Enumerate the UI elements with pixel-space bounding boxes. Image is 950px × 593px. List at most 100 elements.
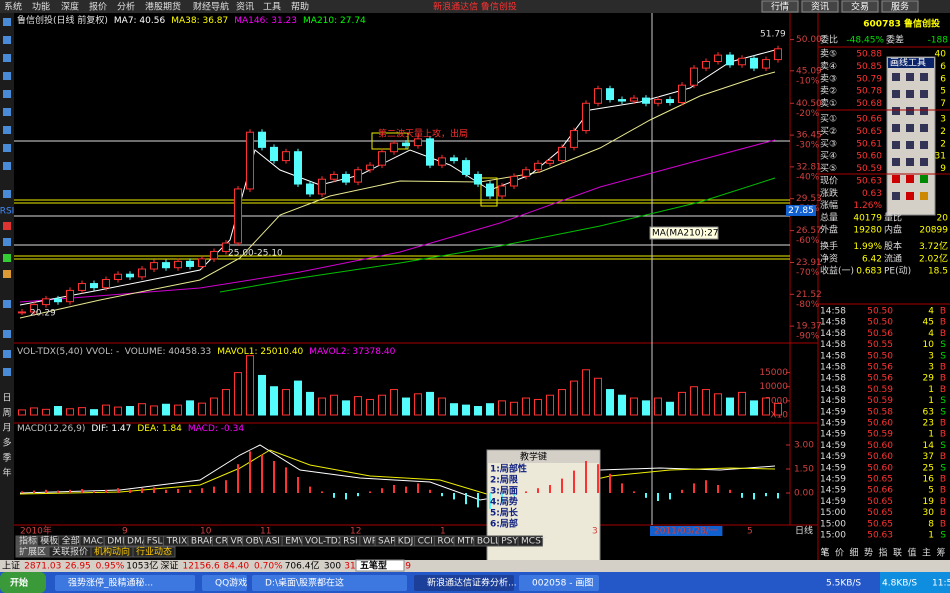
icon[interactable] [906, 192, 914, 200]
x-tick-label: 9 [122, 527, 128, 537]
icon[interactable] [906, 107, 914, 115]
panel-tab[interactable]: 主 [922, 547, 931, 559]
volume-bar [198, 402, 206, 416]
teach-item[interactable]: 3:局面 [490, 486, 518, 497]
icon[interactable] [920, 107, 928, 115]
draw-tool-titlebar [888, 58, 934, 68]
macd-bar [693, 483, 695, 493]
icon[interactable] [906, 141, 914, 149]
volume-bar [510, 401, 518, 416]
menu-item[interactable]: 财经导航 [193, 1, 229, 13]
icon[interactable] [892, 107, 900, 115]
candle [390, 142, 398, 153]
menu-button[interactable] [841, 0, 879, 13]
icon[interactable] [920, 73, 928, 81]
candle [126, 273, 134, 278]
icon[interactable] [892, 73, 900, 81]
menu-item[interactable]: 深度 [61, 1, 79, 13]
icon[interactable] [892, 90, 900, 98]
icon[interactable] [906, 124, 914, 132]
toolbar-label[interactable]: RSI [0, 207, 14, 217]
volume-bar [702, 389, 710, 416]
teach-item[interactable]: 1:局部性 [490, 463, 527, 475]
chart-header-item: MA7: 40.56 [114, 16, 166, 26]
panel-tab[interactable]: 势 [864, 547, 873, 559]
teach-panel[interactable] [486, 449, 601, 573]
task-button[interactable] [202, 575, 247, 591]
candle [78, 283, 86, 291]
tab[interactable] [132, 546, 176, 558]
menu-button[interactable] [801, 0, 839, 13]
tab[interactable] [517, 535, 543, 547]
icon[interactable] [920, 175, 928, 183]
candle [306, 183, 314, 195]
menu-item[interactable]: 系统 [4, 1, 22, 13]
task-button[interactable] [55, 575, 195, 591]
status-item: 2871.03 [24, 562, 61, 572]
tab-label: 扩展区 [19, 546, 46, 558]
icon[interactable] [920, 124, 928, 132]
task-button[interactable] [252, 575, 407, 591]
stat-value: 6.42 [862, 254, 882, 264]
teach-item[interactable]: 6:局部 [490, 518, 518, 530]
menu-item[interactable]: 帮助 [291, 1, 309, 13]
tick-price: 50.66 [867, 486, 893, 496]
volume-bar [678, 391, 686, 416]
diff-label: 委差 [886, 34, 904, 46]
menu-button[interactable] [881, 0, 919, 13]
toolbar-label[interactable]: 季 [2, 452, 11, 464]
icon[interactable] [906, 158, 914, 166]
icon[interactable] [920, 90, 928, 98]
cursor-price: 27.85 [788, 206, 814, 216]
menu-item[interactable]: 功能 [32, 1, 50, 13]
panel-tab[interactable]: 筹 [936, 547, 945, 559]
menu-item[interactable]: 港股期货 [145, 1, 181, 13]
panel-tab[interactable]: 值 [907, 547, 916, 559]
icon[interactable] [892, 192, 900, 200]
panel-tab[interactable]: 联 [893, 548, 902, 559]
toolbar-label[interactable]: 多 [2, 437, 11, 449]
panel-tab[interactable]: 笔 [820, 547, 829, 559]
toolbar-label[interactable]: 周 [2, 408, 11, 419]
panel-tab[interactable]: 细 [849, 547, 858, 559]
stat-label: 量比 [884, 211, 902, 223]
icon[interactable] [892, 124, 900, 132]
teach-item[interactable]: 5:局长 [490, 507, 519, 519]
menu-item[interactable]: 分析 [117, 1, 135, 13]
panel-tab[interactable]: 指 [878, 547, 887, 559]
task-button[interactable] [519, 575, 599, 591]
icon[interactable] [920, 192, 928, 200]
start-button[interactable] [0, 572, 46, 593]
tick-price: 50.65 [867, 497, 893, 507]
menu-item[interactable]: 报价 [89, 1, 107, 13]
icon[interactable] [892, 175, 900, 183]
tick-volume: 5 [928, 486, 934, 496]
volume-bar [162, 403, 170, 416]
toolbar-label[interactable]: 年 [2, 467, 11, 479]
menu-item[interactable]: 资讯 [236, 2, 254, 13]
draw-tool-icons [892, 73, 928, 200]
panel-tab[interactable]: 价 [835, 548, 844, 559]
icon[interactable] [906, 90, 914, 98]
stat-value: 40179 [853, 213, 882, 223]
icon[interactable] [906, 73, 914, 81]
book-price: 50.60 [856, 152, 882, 162]
draw-tool-panel[interactable] [886, 56, 936, 216]
toolbar-label[interactable]: 日 [2, 393, 11, 404]
icon[interactable] [892, 158, 900, 166]
menu-button[interactable] [761, 0, 799, 13]
icon[interactable] [906, 175, 914, 183]
icon[interactable] [920, 141, 928, 149]
macd-bar [657, 493, 659, 501]
teach-item[interactable]: 4:局势 [490, 496, 518, 508]
tick-side: S [940, 340, 946, 350]
icon[interactable] [920, 158, 928, 166]
candle [546, 160, 554, 164]
task-button[interactable] [414, 575, 514, 591]
teach-item[interactable]: 2:局限 [490, 475, 519, 486]
icon[interactable] [892, 141, 900, 149]
stat-label: 现价 [820, 176, 838, 187]
toolbar-label[interactable]: 月 [2, 423, 11, 434]
status-item: 深证 [160, 561, 178, 572]
menu-item[interactable]: 工具 [263, 2, 281, 13]
